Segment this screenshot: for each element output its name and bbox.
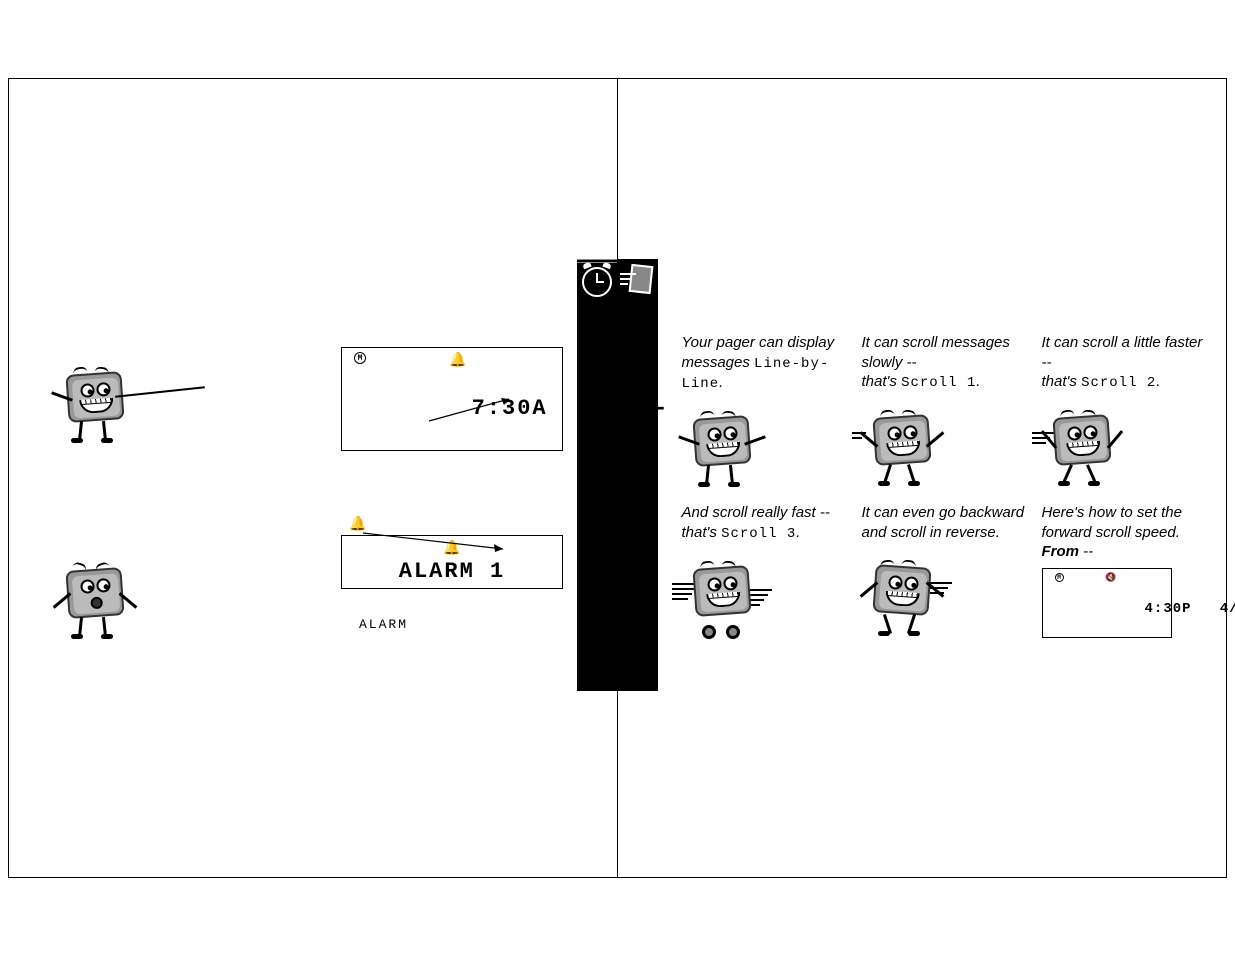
bell-icon: 🔔: [449, 352, 466, 369]
motorola-logo-icon: M: [1055, 573, 1064, 582]
from-label: From: [1042, 543, 1080, 560]
left-page: M 🔔 7:30A --/-- 🔔: [9, 79, 618, 877]
motorola-logo-icon: M: [354, 352, 366, 364]
lcd-small-time: 4:30P: [1145, 601, 1192, 617]
manual-spread: M 🔔 7:30A --/-- 🔔: [8, 78, 1227, 878]
arrow-icon: [363, 531, 513, 560]
scroll-page-icon: [618, 261, 658, 301]
mascot-reverse-icon: [862, 552, 942, 632]
mascot-walking-icon: [862, 402, 942, 482]
bell-icon: 🔔: [349, 515, 366, 532]
arrow-icon: [429, 395, 519, 430]
cell-scroll-3: And scroll really fast -- that's Scroll …: [682, 503, 852, 633]
mascot-surprised-icon: [55, 555, 135, 635]
mascot-pointing-icon: [55, 359, 135, 439]
mascot-on-wheels-icon: [682, 553, 762, 633]
cell-reverse: It can even go backward and scroll in re…: [862, 503, 1032, 632]
cell-scroll-1: It can scroll messages slowly -- that's …: [862, 333, 1032, 482]
mascot-standing-icon: [682, 403, 762, 483]
alarm-clock-icon: [577, 261, 617, 301]
cell-scroll-2: It can scroll a little faster -- that's …: [1042, 333, 1212, 482]
mascot-running-icon: [1042, 402, 1122, 482]
cell-set-scroll-speed: Here's how to set the forward scroll spe…: [1042, 503, 1212, 638]
lcd-small-display: M 🔇 4:30P 4/23: [1042, 568, 1172, 638]
signal-icon: 🔇: [1105, 573, 1116, 583]
alarm-caption: ALARM: [359, 617, 408, 632]
right-spine-bar: [618, 259, 658, 691]
left-spine-bar: [577, 259, 617, 691]
cell-line-by-line: Your pager can display messages Line-by-…: [682, 333, 852, 483]
lcd-small-date: 4/23: [1220, 601, 1235, 617]
right-page: Your pager can display messages Line-by-…: [618, 79, 1227, 877]
lcd-alarm-text: ALARM 1: [350, 559, 554, 584]
